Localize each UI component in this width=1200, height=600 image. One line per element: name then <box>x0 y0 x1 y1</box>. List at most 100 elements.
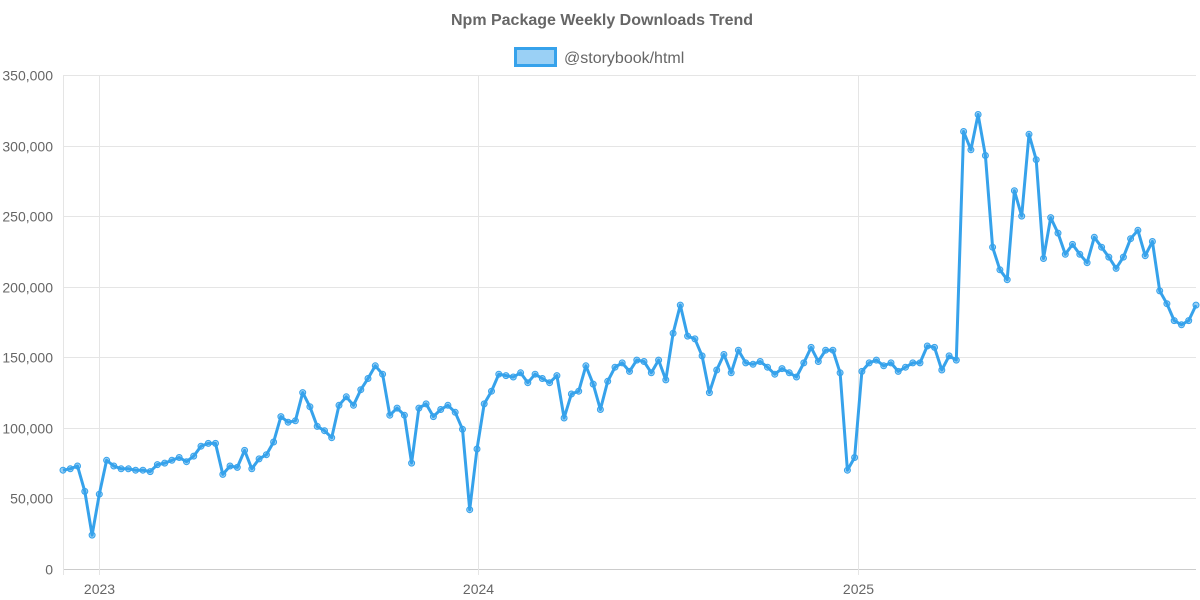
data-point[interactable] <box>655 356 663 364</box>
data-point[interactable] <box>262 451 270 459</box>
data-point[interactable] <box>989 243 997 251</box>
data-point[interactable] <box>299 389 307 397</box>
data-point[interactable] <box>567 390 575 398</box>
data-point[interactable] <box>291 417 299 425</box>
data-point[interactable] <box>1192 301 1200 309</box>
data-point[interactable] <box>640 358 648 365</box>
data-point[interactable] <box>1163 300 1171 308</box>
data-point[interactable] <box>386 411 394 419</box>
data-point[interactable] <box>560 414 568 422</box>
data-point[interactable] <box>437 406 445 413</box>
data-point[interactable] <box>509 373 517 381</box>
data-point[interactable] <box>749 360 757 368</box>
data-point[interactable] <box>836 369 844 377</box>
data-point[interactable] <box>429 413 437 421</box>
data-point[interactable] <box>858 367 866 375</box>
data-point[interactable] <box>350 401 357 409</box>
data-point[interactable] <box>371 362 379 370</box>
data-point[interactable] <box>691 335 699 343</box>
data-point[interactable] <box>546 379 554 387</box>
legend[interactable]: @storybook/html <box>514 47 685 68</box>
data-point[interactable] <box>647 369 655 377</box>
data-point[interactable] <box>313 422 321 430</box>
data-point[interactable] <box>662 376 670 384</box>
data-point[interactable] <box>851 454 859 461</box>
data-point[interactable] <box>117 465 125 473</box>
data-point[interactable] <box>604 377 612 385</box>
data-point[interactable] <box>894 367 902 375</box>
data-point[interactable] <box>335 401 343 409</box>
data-point[interactable] <box>880 362 888 370</box>
data-point[interactable] <box>1148 238 1156 245</box>
data-point[interactable] <box>916 359 924 367</box>
data-point[interactable] <box>698 352 706 360</box>
data-point[interactable] <box>1127 235 1135 243</box>
data-point[interactable] <box>582 362 590 370</box>
data-point[interactable] <box>669 329 677 337</box>
data-point[interactable] <box>175 454 183 461</box>
data-point[interactable] <box>778 365 786 373</box>
data-point[interactable] <box>422 400 430 408</box>
data-point[interactable] <box>887 359 895 367</box>
data-point[interactable] <box>95 490 103 498</box>
data-point[interactable] <box>1025 130 1033 138</box>
data-point[interactable] <box>502 372 510 380</box>
data-point[interactable] <box>589 380 597 388</box>
data-point[interactable] <box>1185 317 1193 325</box>
data-point[interactable] <box>676 301 684 309</box>
data-point[interactable] <box>822 346 830 354</box>
data-point[interactable] <box>364 375 372 382</box>
data-point[interactable] <box>1170 317 1178 325</box>
data-point[interactable] <box>596 406 604 413</box>
data-point[interactable] <box>960 128 968 135</box>
data-point[interactable] <box>328 434 336 442</box>
data-point[interactable] <box>1076 250 1084 258</box>
data-point[interactable] <box>139 466 147 474</box>
data-point[interactable] <box>233 463 241 471</box>
data-point[interactable] <box>1119 253 1127 261</box>
data-point[interactable] <box>270 438 278 446</box>
data-point[interactable] <box>59 466 67 474</box>
data-point[interactable] <box>226 462 234 470</box>
data-point[interactable] <box>705 389 713 397</box>
data-point[interactable] <box>132 466 140 474</box>
data-point[interactable] <box>197 442 205 450</box>
data-point[interactable] <box>807 343 815 351</box>
data-point[interactable] <box>1061 250 1069 258</box>
data-point[interactable] <box>241 446 249 454</box>
data-point[interactable] <box>734 346 742 354</box>
data-point[interactable] <box>626 367 633 375</box>
data-point[interactable] <box>190 452 198 460</box>
data-point[interactable] <box>1134 226 1142 234</box>
data-point[interactable] <box>967 146 975 154</box>
data-point[interactable] <box>81 487 89 495</box>
data-point[interactable] <box>451 408 459 416</box>
data-point[interactable] <box>756 358 764 365</box>
data-point[interactable] <box>466 506 474 514</box>
data-point[interactable] <box>1083 259 1091 267</box>
data-point[interactable] <box>1098 243 1106 251</box>
data-point[interactable] <box>415 404 423 412</box>
data-point[interactable] <box>255 455 263 463</box>
data-point[interactable] <box>633 356 641 364</box>
data-point[interactable] <box>865 359 873 367</box>
data-point[interactable] <box>1156 287 1164 295</box>
data-point[interactable] <box>212 439 219 447</box>
data-point[interactable] <box>74 462 81 470</box>
data-point[interactable] <box>1032 156 1040 164</box>
data-point[interactable] <box>408 459 416 467</box>
data-point[interactable] <box>284 418 292 426</box>
data-point[interactable] <box>161 459 169 467</box>
data-point[interactable] <box>764 363 771 371</box>
data-point[interactable] <box>618 359 626 367</box>
data-point[interactable] <box>742 359 750 367</box>
data-point[interactable] <box>321 427 328 435</box>
data-point[interactable] <box>872 356 880 364</box>
data-point[interactable] <box>103 456 111 464</box>
data-point[interactable] <box>66 465 74 473</box>
data-point[interactable] <box>996 266 1004 274</box>
data-point[interactable] <box>771 370 779 378</box>
data-point[interactable] <box>379 370 387 378</box>
data-point[interactable] <box>974 111 982 118</box>
data-point[interactable] <box>473 445 481 453</box>
